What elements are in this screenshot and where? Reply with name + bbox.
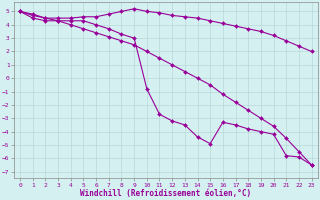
X-axis label: Windchill (Refroidissement éolien,°C): Windchill (Refroidissement éolien,°C) [80,189,252,198]
